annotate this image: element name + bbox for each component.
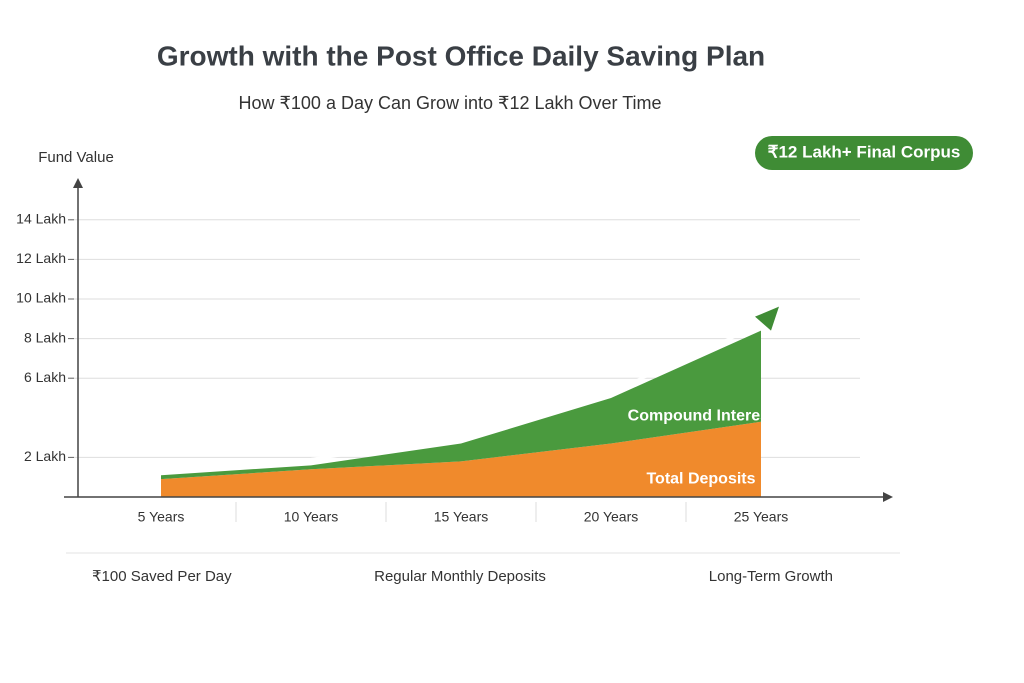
series-label: Total Deposits <box>646 471 755 488</box>
footer-note: ₹100 Saved Per Day <box>92 568 232 585</box>
footer-note: Long-Term Growth <box>709 568 833 585</box>
footer-note: Regular Monthly Deposits <box>374 568 546 585</box>
y-tick-label: 14 Lakh <box>16 211 66 227</box>
callout: ₹12 Lakh+ Final Corpus <box>768 142 961 161</box>
y-tick-label: 8 Lakh <box>24 329 66 345</box>
x-axis-arrow <box>883 492 893 502</box>
x-tick-label: 5 Years <box>138 509 185 525</box>
y-tick-label: 12 Lakh <box>16 250 66 266</box>
x-tick-label: 10 Years <box>284 509 339 525</box>
y-axis-label: Fund Value <box>38 149 114 166</box>
x-tick-label: 15 Years <box>434 509 489 525</box>
chart-title: Growth with the Post Office Daily Saving… <box>157 40 765 71</box>
x-tick-label: 25 Years <box>734 509 789 525</box>
chart-subtitle: How ₹100 a Day Can Grow into ₹12 Lakh Ov… <box>238 93 661 113</box>
growth-arrowhead <box>755 306 779 331</box>
series-label: Compound Interest <box>628 407 775 424</box>
x-tick-label: 20 Years <box>584 509 639 525</box>
area <box>161 330 761 480</box>
area <box>161 421 761 497</box>
growth-line <box>160 323 762 471</box>
y-tick-label: 10 Lakh <box>16 290 66 306</box>
callout-box <box>755 136 973 170</box>
y-tick-label: 2 Lakh <box>24 448 66 464</box>
y-tick-label: 6 Lakh <box>24 369 66 385</box>
y-axis-arrow <box>73 178 83 188</box>
